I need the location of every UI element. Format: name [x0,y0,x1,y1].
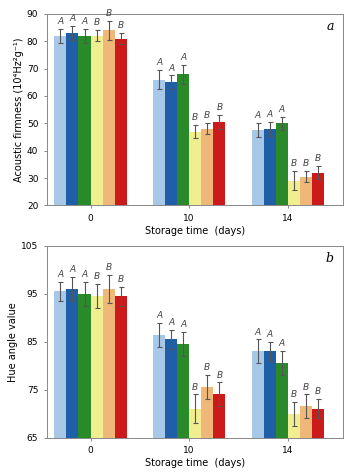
Bar [177,74,189,206]
Text: b: b [326,252,334,265]
Bar [288,181,300,206]
Bar [264,129,276,206]
Bar [213,122,225,206]
Bar [288,414,300,437]
Text: A: A [69,265,75,274]
Bar [300,407,312,437]
Bar [54,36,66,206]
Text: B: B [118,275,124,284]
Text: a: a [326,20,334,33]
Bar [300,177,312,206]
Text: B: B [192,113,198,122]
Text: B: B [106,263,112,272]
Text: A: A [180,53,186,61]
Text: B: B [204,363,210,372]
Text: B: B [204,111,210,120]
Bar [115,39,127,206]
Bar [213,395,225,437]
Text: B: B [216,103,223,112]
Bar [66,33,79,206]
Bar [312,409,324,437]
Bar [153,79,165,206]
Text: B: B [291,159,297,169]
Bar [312,173,324,206]
Bar [189,409,201,437]
Text: A: A [279,105,285,114]
Text: B: B [315,154,321,163]
Bar [79,36,91,206]
Text: A: A [69,14,75,23]
Text: A: A [168,64,174,72]
Bar [102,289,115,437]
Text: A: A [254,327,261,337]
Bar [189,131,201,206]
Text: A: A [57,270,64,279]
Text: A: A [81,270,88,279]
Text: B: B [303,159,309,169]
Text: B: B [106,9,112,18]
Text: B: B [216,371,223,379]
Y-axis label: Acoustic firmness (10⁴Hz²g⁻¹): Acoustic firmness (10⁴Hz²g⁻¹) [14,38,24,182]
Text: B: B [118,21,124,30]
Text: A: A [180,320,186,329]
Bar [91,296,102,437]
Bar [91,36,102,206]
Bar [153,335,165,437]
Bar [165,82,177,206]
Bar [115,296,127,437]
Bar [276,363,288,437]
Bar [54,291,66,437]
Text: B: B [192,383,198,392]
Text: A: A [254,111,261,120]
Y-axis label: Hue angle value: Hue angle value [8,302,18,382]
Bar [177,344,189,437]
Text: B: B [93,272,100,281]
Bar [201,129,213,206]
Text: A: A [168,318,174,327]
X-axis label: Storage time  (days): Storage time (days) [145,457,245,467]
Text: A: A [156,311,162,320]
Text: A: A [57,17,64,26]
Bar [165,339,177,437]
Bar [201,387,213,437]
Bar [264,351,276,437]
Text: B: B [303,383,309,392]
Bar [66,289,79,437]
Text: A: A [156,58,162,67]
Text: B: B [291,390,297,399]
Bar [79,294,91,437]
Text: A: A [267,110,273,119]
X-axis label: Storage time  (days): Storage time (days) [145,226,245,236]
Text: B: B [315,387,321,397]
Bar [276,123,288,206]
Text: A: A [279,339,285,348]
Text: A: A [81,17,88,26]
Bar [252,351,264,437]
Text: B: B [93,19,100,28]
Bar [252,130,264,206]
Bar [102,30,115,206]
Text: A: A [267,330,273,339]
